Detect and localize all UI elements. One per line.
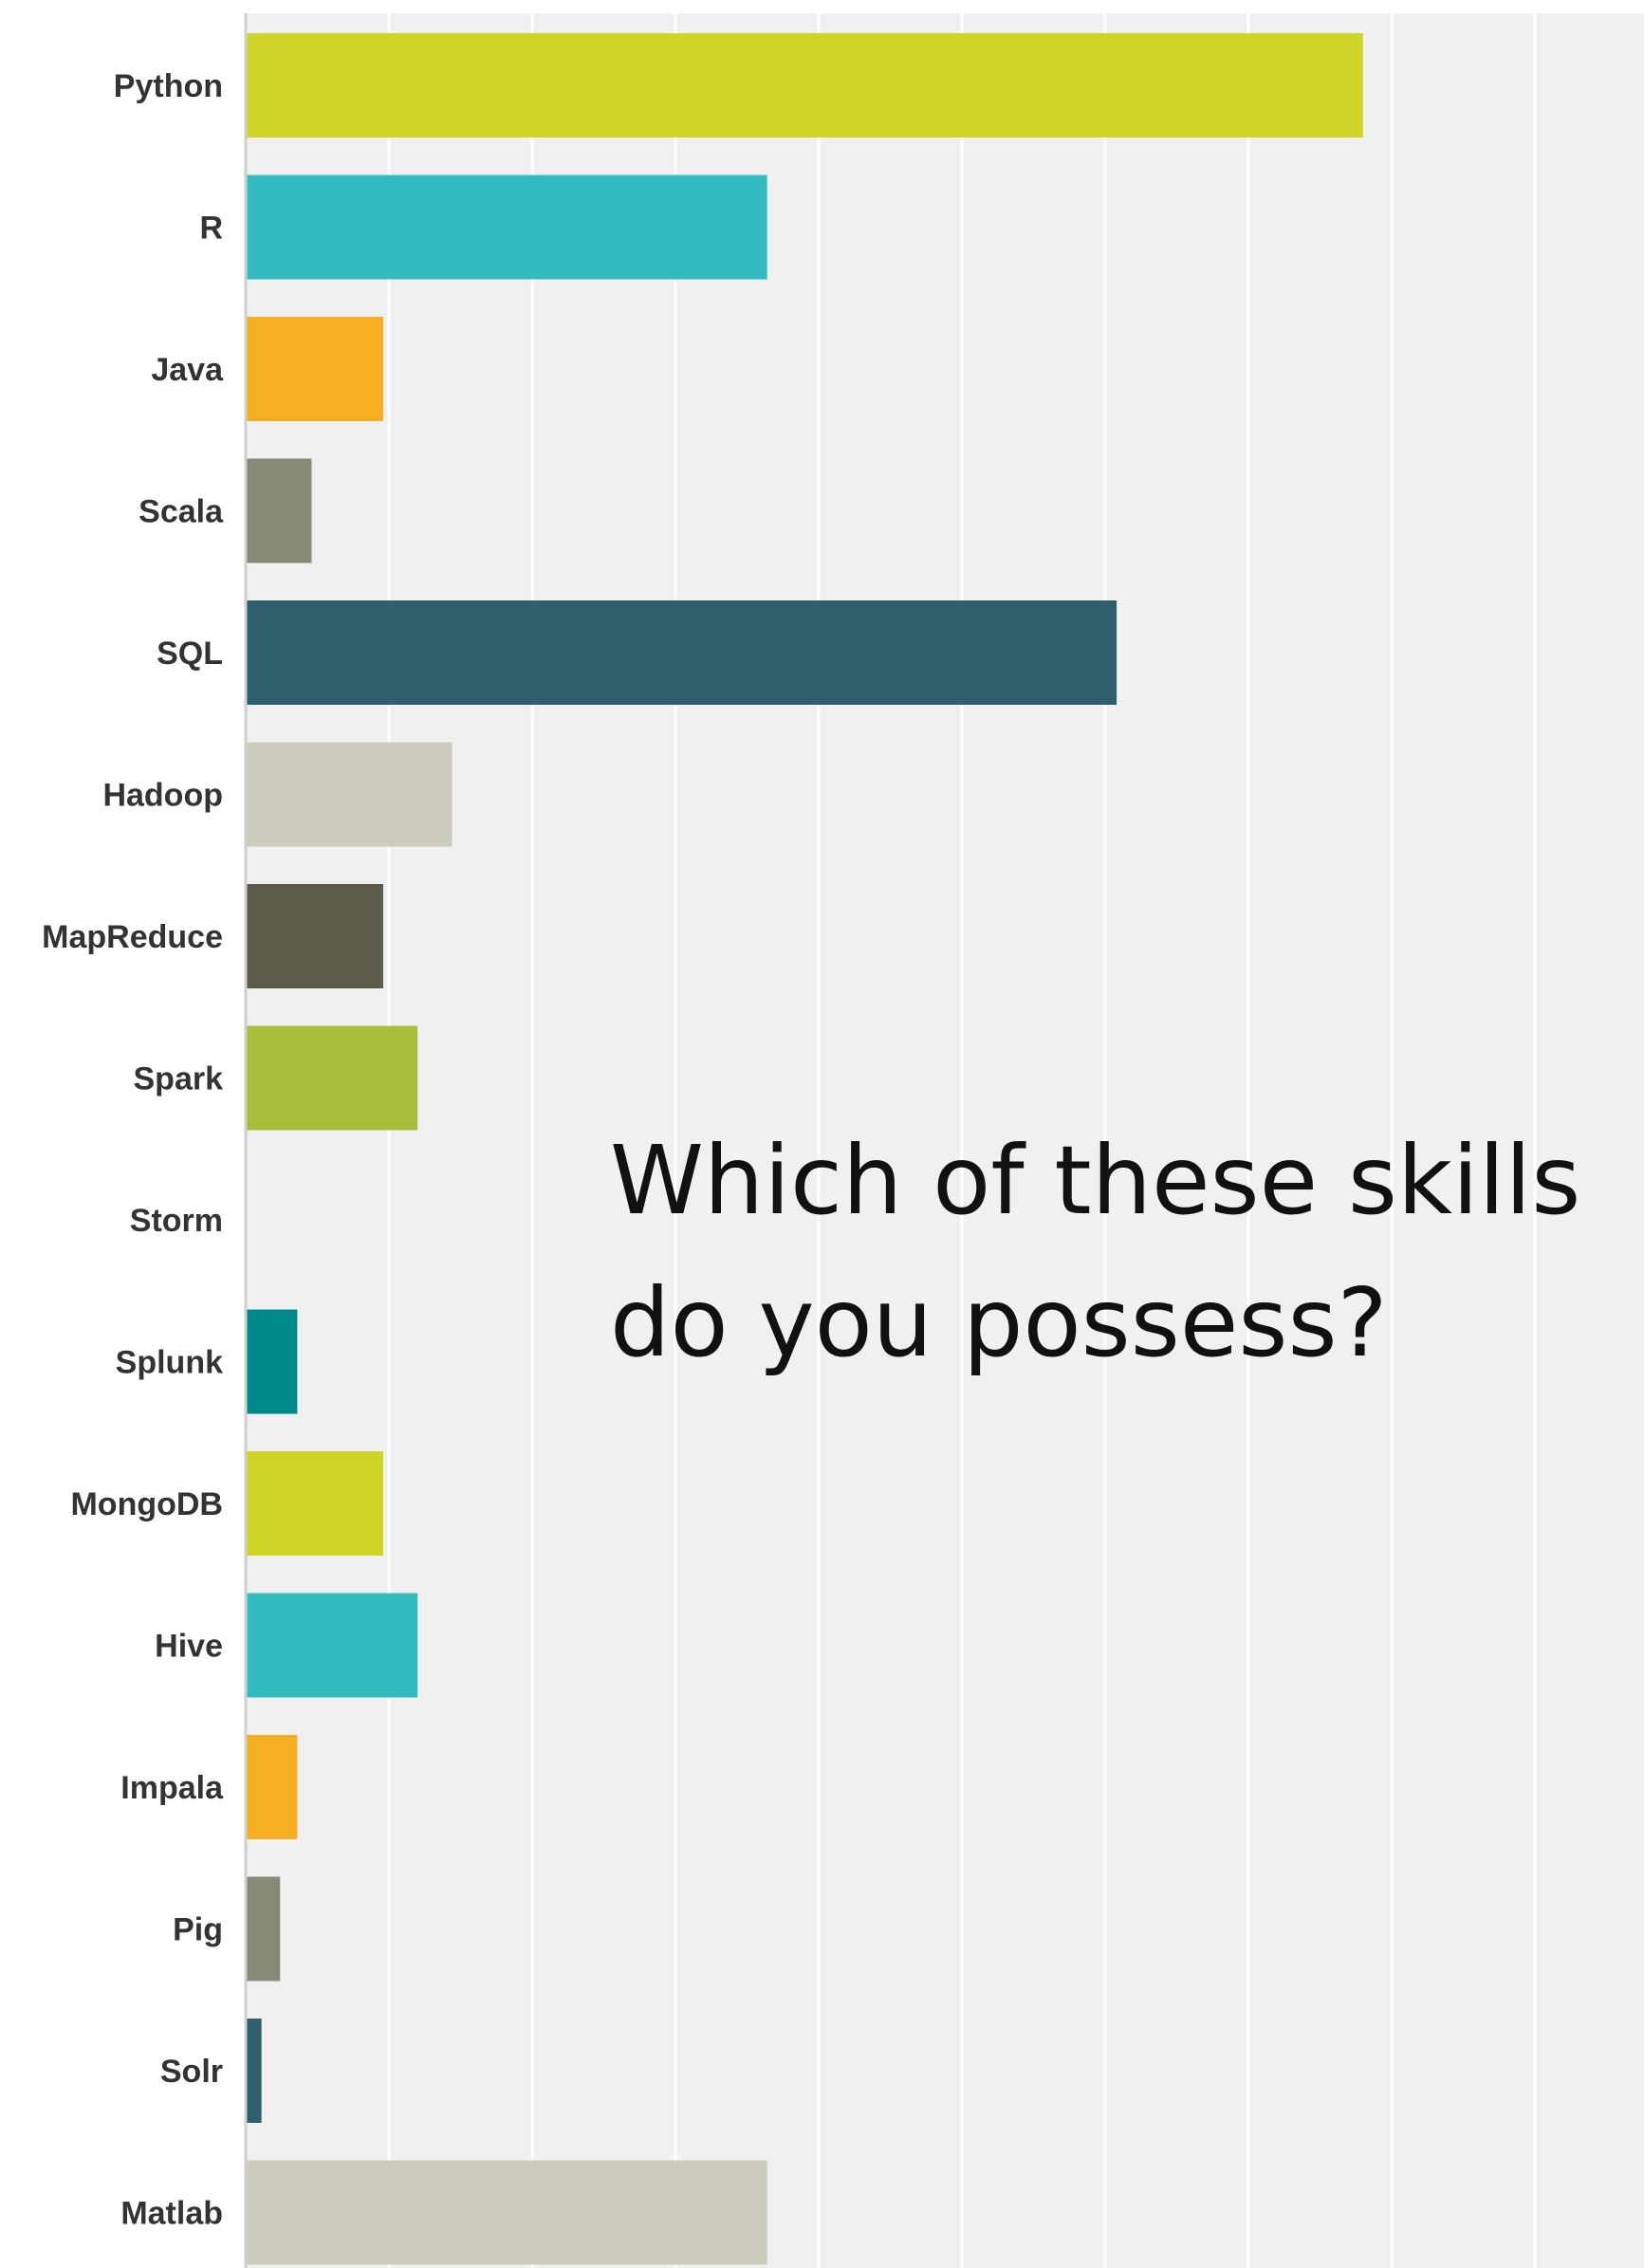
- bar-spark: [246, 1025, 418, 1131]
- category-label-solr: Solr: [160, 2054, 223, 2090]
- category-label-r: R: [199, 211, 223, 247]
- category-label-java: Java: [151, 352, 224, 388]
- chart-title: Which of these skills do you possess?: [610, 1125, 1581, 1378]
- bar-hive: [246, 1593, 418, 1698]
- bar-impala: [246, 1735, 298, 1839]
- bar-scala: [246, 458, 312, 563]
- bar-splunk: [246, 1309, 298, 1414]
- category-label-mapreduce: MapReduce: [42, 919, 223, 955]
- bar-mapreduce: [246, 884, 383, 988]
- category-label-mongodb: MongoDB: [70, 1486, 223, 1522]
- category-label-hive: Hive: [155, 1629, 223, 1665]
- category-label-matlab: Matlab: [120, 2196, 223, 2232]
- category-label-splunk: Splunk: [116, 1345, 223, 1381]
- category-label-impala: Impala: [120, 1770, 224, 1806]
- bar-matlab: [246, 2160, 767, 2265]
- bar-sql: [246, 600, 1118, 705]
- plot-area: [246, 13, 1644, 2268]
- bar-r: [246, 175, 767, 280]
- category-label-storm: Storm: [130, 1203, 223, 1239]
- category-label-spark: Spark: [134, 1061, 224, 1097]
- category-label-hadoop: Hadoop: [102, 778, 223, 814]
- category-label-python: Python: [114, 68, 223, 104]
- category-label-sql: SQL: [157, 636, 223, 672]
- category-label-scala: Scala: [139, 494, 224, 530]
- bar-java: [246, 317, 383, 421]
- bar-mongodb: [246, 1451, 383, 1556]
- category-label-pig: Pig: [173, 1912, 223, 1948]
- bar-solr: [246, 2019, 262, 2123]
- bar-hadoop: [246, 742, 453, 847]
- bar-python: [246, 33, 1363, 138]
- bar-pig: [246, 1876, 281, 1982]
